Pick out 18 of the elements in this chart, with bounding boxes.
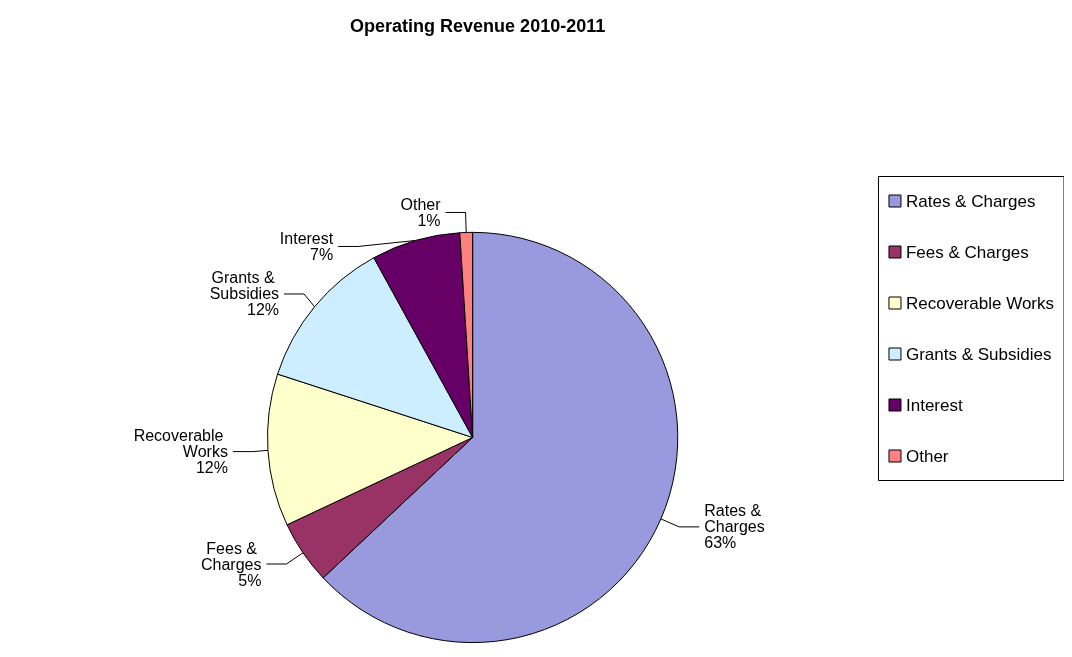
legend-label: Recoverable Works — [905, 293, 1055, 313]
legend-label: Fees & Charges — [905, 242, 1029, 262]
legend-label: Grants & Subsidies — [905, 344, 1052, 364]
data-label: 7% — [310, 245, 334, 263]
data-label: 63% — [704, 534, 737, 552]
slice-label: Rates & Charges — [704, 502, 766, 536]
chart-title: Operating Revenue 2010-2011 — [350, 16, 606, 36]
data-label: 12% — [247, 301, 280, 319]
data-label: 12% — [195, 459, 228, 477]
legend-label: Interest — [905, 395, 963, 415]
legend-label: Rates & Charges — [905, 191, 1036, 211]
slice-label: Other — [400, 195, 442, 213]
data-label: 1% — [417, 211, 441, 229]
slice-label: Recoverable Works — [133, 427, 228, 461]
legend-label: Other — [905, 446, 949, 466]
slice-label: Interest — [279, 229, 334, 247]
slice-label: Grants & Subsidies — [209, 269, 280, 303]
slice-label: Fees & Charges — [200, 539, 262, 573]
